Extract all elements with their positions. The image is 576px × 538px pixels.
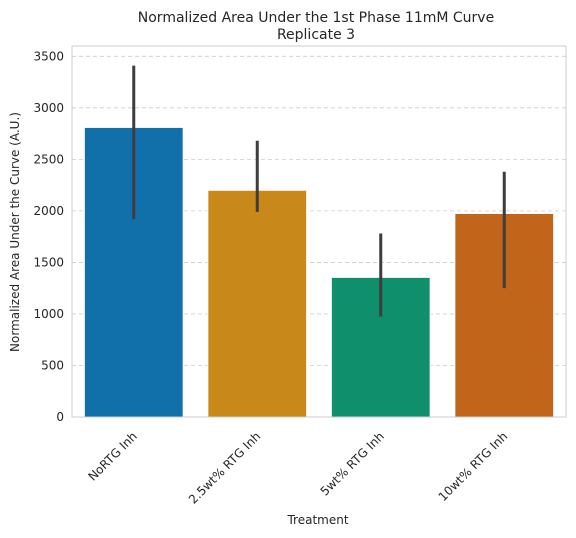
chart-subtitle: Replicate 3: [277, 27, 355, 43]
x-axis-label: Treatment: [286, 513, 348, 527]
y-tick-label: 1000: [33, 307, 64, 321]
y-tick-label: 1500: [33, 255, 64, 269]
x-tick-labels: NoRTG Inh 2.5wt% RTG Inh 5wt% RTG Inh 10wt%…: [85, 429, 510, 506]
error-bars: [132, 65, 506, 317]
y-tick-labels: 0 500 1000 1500 2000 2500 3000 3500: [33, 49, 64, 424]
y-tick-label: 3000: [33, 101, 64, 115]
bar: [207, 189, 308, 418]
y-tick-label: 2500: [33, 152, 64, 166]
x-tick-label: NoRTG Inh: [85, 429, 139, 483]
bars: [83, 126, 555, 418]
y-tick-label: 500: [41, 358, 64, 372]
x-tick-label: 5wt% RTG Inh: [318, 429, 387, 498]
y-tick-label: 3500: [33, 49, 64, 63]
x-tick-label: 10wt% RTG Inh: [436, 429, 511, 504]
x-tick-label: 2.5wt% RTG Inh: [186, 429, 263, 506]
plot-frame: [71, 45, 567, 418]
y-tick-label: 0: [56, 410, 64, 424]
y-tick-label: 2000: [33, 204, 64, 218]
y-axis-label: Normalized Area Under the Curve (A.U.): [8, 112, 22, 352]
chart-title: Normalized Area Under the 1st Phase 11mM…: [138, 10, 494, 26]
